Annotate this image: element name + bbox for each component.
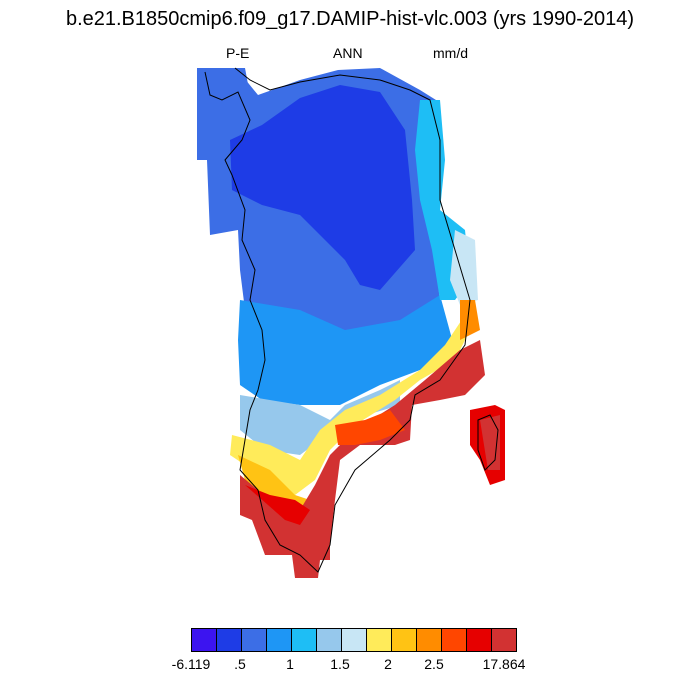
colorbar-swatch [416, 628, 442, 652]
colorbar-swatch [491, 628, 517, 652]
plot-title: b.e21.B1850cmip6.f09_g17.DAMIP-hist-vlc.… [65, 8, 635, 30]
colorbar-tick-label: 2 [384, 656, 392, 672]
units-label: mm/d [433, 45, 468, 61]
variable-label: P-E [226, 45, 250, 61]
map-fill-region [197, 68, 505, 578]
colorbar-swatch [391, 628, 417, 652]
colorbar-swatch [441, 628, 467, 652]
colorbar-swatch [241, 628, 267, 652]
colorbar-tick-label: -6.119 [171, 656, 211, 672]
colorbar-tick-label: .5 [234, 656, 246, 672]
colorbar-swatch [366, 628, 392, 652]
coastline-island [477, 414, 499, 471]
colorbar-swatch [291, 628, 317, 652]
colorbar-tick-label: 17.864 [482, 656, 526, 672]
colorbar-swatch [266, 628, 292, 652]
colorbar-swatch [341, 628, 367, 652]
colorbar [191, 628, 517, 652]
colorbar-swatch [466, 628, 492, 652]
season-label: ANN [333, 45, 363, 61]
colorbar-swatch [191, 628, 217, 652]
colorbar-tick-label: 1 [286, 656, 294, 672]
colorbar-swatch [216, 628, 242, 652]
colorbar-tick-label: 2.5 [424, 656, 444, 672]
coastline [204, 67, 471, 573]
colorbar-swatch [316, 628, 342, 652]
colorbar-tick-label: 1.5 [330, 656, 350, 672]
